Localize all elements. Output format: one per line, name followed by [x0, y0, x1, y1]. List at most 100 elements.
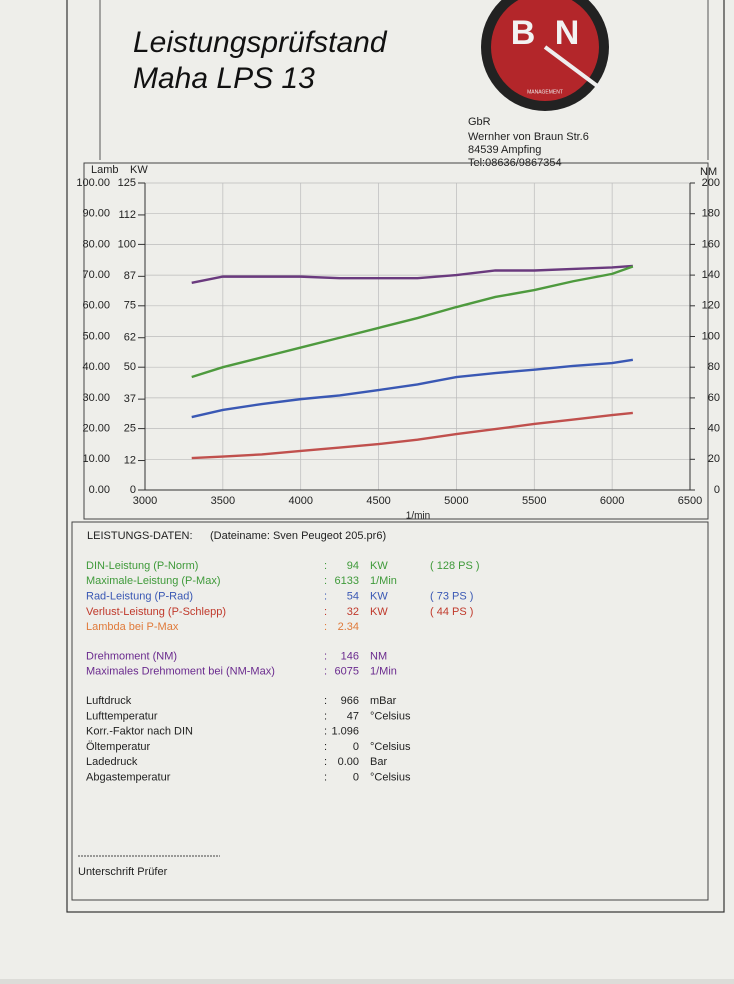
result-extra: ( 44 PS ) — [430, 606, 473, 618]
result-unit: Bar — [370, 756, 387, 768]
result-value: 2.34 — [338, 621, 359, 633]
result-unit: 1/Min — [370, 575, 397, 587]
results-heading: LEISTUNGS-DATEN: — [87, 530, 193, 542]
y2-tick-label: 120 — [702, 300, 720, 312]
result-label: Öltemperatur — [86, 741, 151, 753]
result-unit: mBar — [370, 695, 397, 707]
result-value: 6075 — [335, 666, 359, 678]
y2-tick-label: 100 — [702, 330, 720, 342]
y-tick-label: 62 — [124, 332, 136, 344]
chart-frame — [83, 162, 709, 520]
result-value: 0.00 — [338, 756, 359, 768]
y-tick-label: 100 — [118, 238, 136, 250]
y2-tick-label: 40 — [708, 423, 720, 435]
y-tick-label: 0 — [130, 484, 136, 496]
separator: : — [324, 650, 327, 662]
result-extra: ( 73 PS ) — [430, 591, 473, 603]
separator: : — [324, 726, 327, 738]
result-label: Abgastemperatur — [86, 772, 171, 784]
result-unit: °Celsius — [370, 772, 411, 784]
file-name: (Dateiname: Sven Peugeot 205.pr6) — [210, 530, 386, 542]
y-tick-label: 50 — [124, 361, 136, 373]
result-value: 1.096 — [331, 726, 359, 738]
results-frame — [71, 521, 709, 901]
separator: : — [324, 772, 327, 784]
y2-tick-label: 180 — [702, 208, 720, 220]
result-label: Maximale-Leistung (P-Max) — [86, 575, 220, 587]
y-tick-label: 25 — [124, 423, 136, 435]
result-label: Drehmoment (NM) — [86, 650, 177, 662]
result-label: Rad-Leistung (P-Rad) — [86, 591, 193, 603]
result-value: 0 — [353, 772, 359, 784]
result-unit: NM — [370, 650, 387, 662]
lambda-tick-label: 10.00 — [82, 453, 110, 465]
separator: : — [324, 666, 327, 678]
lambda-tick-label: 60.00 — [82, 300, 110, 312]
y2-axis-label: NM — [700, 166, 717, 178]
result-label: Verlust-Leistung (P-Schlepp) — [86, 606, 226, 618]
separator: : — [324, 575, 327, 587]
logo-letter: B — [511, 14, 536, 52]
result-label: Maximales Drehmoment bei (NM-Max) — [86, 666, 275, 678]
x-tick-label: 6000 — [600, 495, 624, 507]
separator: : — [324, 591, 327, 603]
y-tick-label: 75 — [124, 300, 136, 312]
result-value: 0 — [353, 741, 359, 753]
logo-caption: MANAGEMENT — [527, 89, 563, 95]
address-line: GbR — [468, 116, 491, 128]
result-extra: ( 128 PS ) — [430, 560, 480, 572]
lambda-tick-label: 40.00 — [82, 361, 110, 373]
lambda-tick-label: 20.00 — [82, 423, 110, 435]
y2-tick-label: 0 — [714, 484, 720, 496]
result-label: Lambda bei P-Max — [86, 621, 179, 633]
series-line — [191, 358, 634, 419]
address-line: Wernher von Braun Str.6 — [468, 131, 589, 143]
result-unit: °Celsius — [370, 741, 411, 753]
y-tick-label: 37 — [124, 393, 136, 405]
y-axis-label: KW — [130, 164, 148, 176]
result-value: 966 — [341, 695, 359, 707]
series-line — [191, 265, 634, 379]
result-label: Luftdruck — [86, 695, 132, 707]
lambda-tick-label: 90.00 — [82, 208, 110, 220]
signature-label: Unterschrift Prüfer — [78, 866, 168, 878]
separator: : — [324, 621, 327, 633]
result-value: 32 — [347, 606, 359, 618]
y2-tick-label: 80 — [708, 361, 720, 373]
separator: : — [324, 606, 327, 618]
logo: B N MANAGEMENT — [481, 0, 609, 111]
lambda-tick-label: 30.00 — [82, 392, 110, 404]
logo-face — [491, 0, 599, 101]
result-value: 54 — [347, 591, 359, 603]
series-line — [191, 411, 633, 460]
result-unit: KW — [370, 560, 388, 572]
x-tick-label: 3000 — [133, 495, 157, 507]
separator: : — [324, 756, 327, 768]
y-tick-label: 87 — [124, 270, 136, 282]
y-tick-label: 112 — [118, 209, 136, 221]
result-value: 94 — [347, 560, 359, 572]
title: Maha LPS 13 — [133, 62, 315, 95]
x-tick-label: 4500 — [366, 495, 390, 507]
separator: : — [324, 741, 327, 753]
series-line — [191, 264, 633, 284]
lambda-tick-label: 50.00 — [82, 330, 110, 342]
result-value: 6133 — [335, 575, 359, 587]
lambda-axis-label: Lamb — [91, 164, 119, 176]
result-label: Ladedruck — [86, 756, 138, 768]
separator: : — [324, 695, 327, 707]
y2-tick-label: 60 — [708, 392, 720, 404]
y2-tick-label: 160 — [702, 238, 720, 250]
result-value: 146 — [341, 650, 359, 662]
result-label: Lufttemperatur — [86, 710, 158, 722]
x-tick-label: 5500 — [522, 495, 546, 507]
y-tick-label: 12 — [124, 454, 136, 466]
address-line: 84539 Ampfing — [468, 144, 541, 156]
lambda-tick-label: 0.00 — [89, 484, 110, 496]
logo-letter: N — [555, 14, 580, 52]
outer-frame — [66, 0, 725, 913]
result-label: Korr.-Faktor nach DIN — [86, 726, 193, 738]
result-unit: °Celsius — [370, 710, 411, 722]
